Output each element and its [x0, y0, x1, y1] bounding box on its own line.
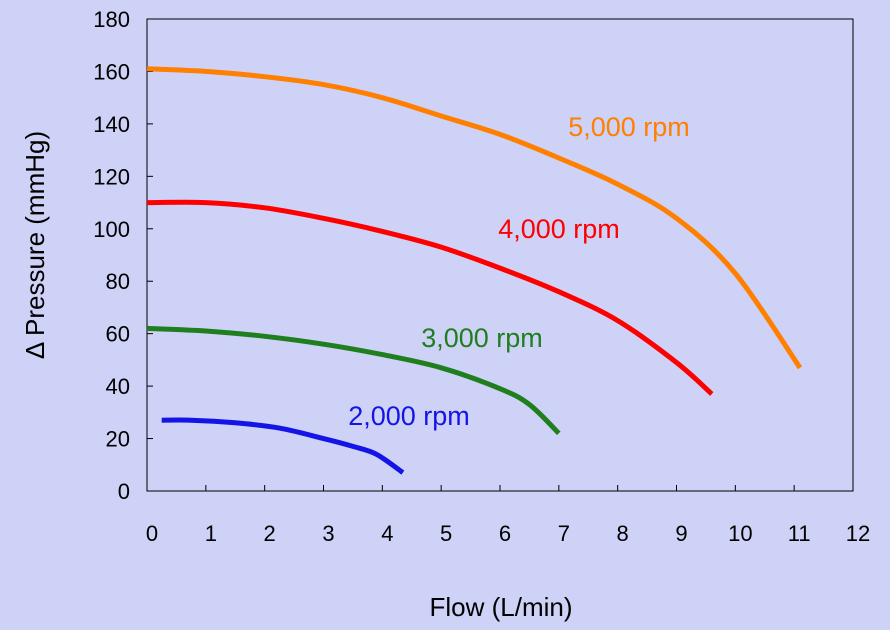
series-layer — [146, 66, 803, 475]
plot-frame — [146, 18, 854, 492]
series-label: 3,000 rpm — [421, 323, 543, 353]
x-tick-label: 4 — [381, 521, 393, 546]
y-tick-label: 180 — [93, 7, 130, 32]
series-line — [146, 199, 714, 396]
y-tick-label: 40 — [106, 374, 130, 399]
series-line — [146, 325, 561, 436]
x-tick-label: 6 — [499, 521, 511, 546]
y-tick-label: 140 — [93, 112, 130, 137]
series-label: 2,000 rpm — [348, 401, 470, 431]
x-tick-label: 1 — [205, 521, 217, 546]
x-tick-label: 7 — [558, 521, 570, 546]
y-tick-label: 160 — [93, 59, 130, 84]
series-line — [161, 417, 405, 475]
series-label: 5,000 rpm — [568, 112, 690, 142]
x-tick-label: 11 — [788, 521, 811, 546]
x-tick-label: 5 — [440, 521, 452, 546]
series-line — [146, 66, 803, 370]
x-tick-label: 8 — [617, 521, 629, 546]
x-tick-label: 9 — [675, 521, 687, 546]
y-tick-label: 0 — [118, 479, 130, 504]
y-tick-label: 60 — [106, 322, 130, 347]
y-tick-label: 120 — [93, 164, 130, 189]
y-tick-label: 80 — [106, 269, 130, 294]
x-axis-label: Flow (L/min) — [429, 592, 572, 622]
y-axis-label: Δ Pressure (mmHg) — [20, 131, 50, 359]
x-tick-label: 12 — [846, 521, 870, 546]
x-tick-label: 0 — [146, 521, 158, 546]
series-labels: 5,000 rpm 4,000 rpm 3,000 rpm 2,000 rpm — [348, 112, 690, 431]
x-tick-label: 3 — [322, 521, 334, 546]
y-tick-label: 20 — [106, 427, 130, 452]
y-tick-label: 100 — [93, 217, 130, 242]
series-label: 4,000 rpm — [498, 214, 620, 244]
x-tick-label: 10 — [728, 521, 752, 546]
x-tick-label: 2 — [264, 521, 276, 546]
